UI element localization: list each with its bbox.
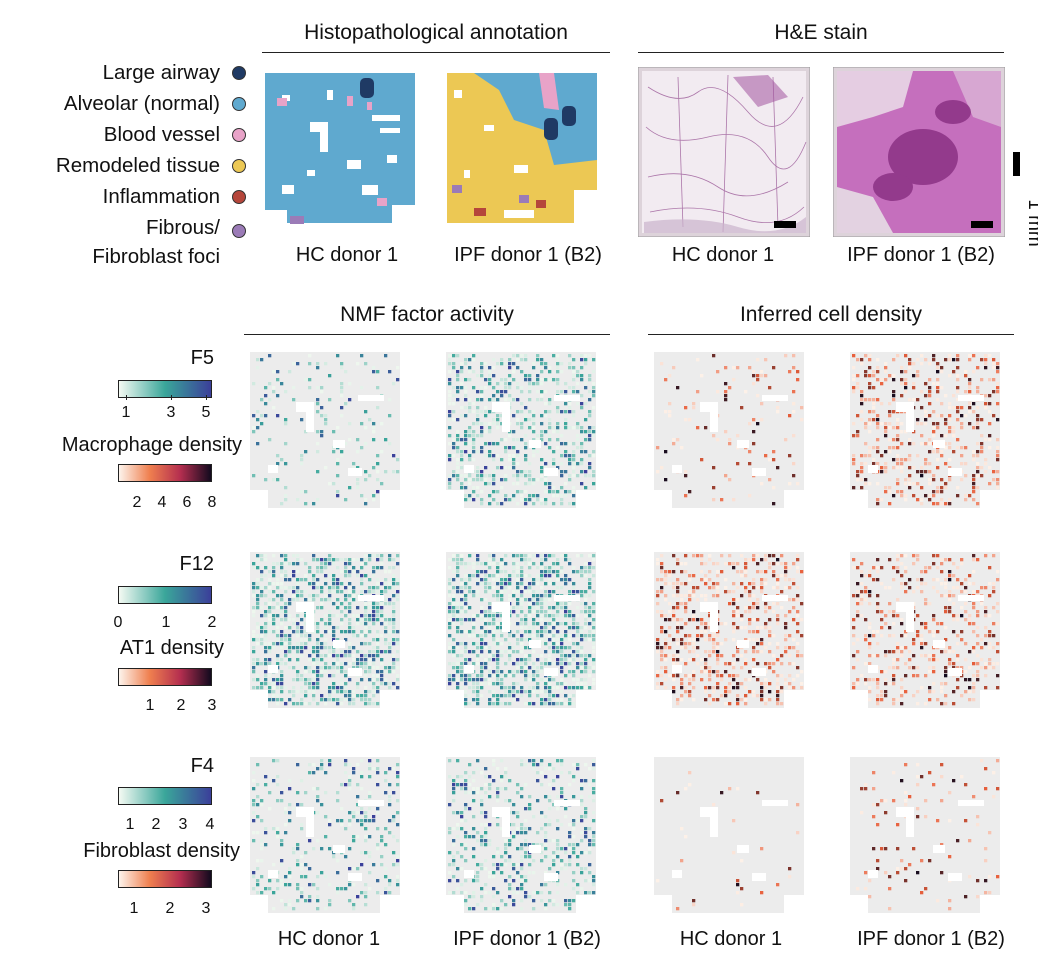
he-rule xyxy=(638,52,1004,53)
colorbar-tick: 1 xyxy=(121,404,131,421)
legend-swatch-remodeled xyxy=(232,159,246,173)
colorbar-tick: 8 xyxy=(207,494,217,511)
colorbar-tick: 2 xyxy=(207,614,217,631)
colorbar-tick: 6 xyxy=(182,494,192,511)
histo-panel-ipf xyxy=(447,73,600,226)
colorbar-tick: 4 xyxy=(157,494,167,511)
map-f5-ipf xyxy=(444,352,598,508)
colorbar-tick: 0 xyxy=(113,614,123,631)
map-f4-hc xyxy=(248,757,402,913)
histo-rule xyxy=(262,52,610,53)
colorbar-tick: 1 xyxy=(161,614,171,631)
he-panel-ipf xyxy=(833,67,1005,237)
map-fibroblast-hc xyxy=(652,757,806,913)
colorbar-gradient xyxy=(118,380,212,398)
histo-panel-hc xyxy=(262,73,418,226)
colorbar-title: F5 xyxy=(190,347,214,369)
colorbar-title: F4 xyxy=(190,755,214,777)
map-f4-ipf xyxy=(444,757,598,913)
map-f12-hc xyxy=(248,552,402,708)
colorbar-title: Macrophage density xyxy=(61,434,242,456)
legend-label-remodeled: Remodeled tissue xyxy=(55,154,220,177)
caption-bottom-ipf-2: IPF donor 1 (B2) xyxy=(857,928,1005,950)
legend-swatch-alveolar xyxy=(232,97,246,111)
caption-bottom-ipf-1: IPF donor 1 (B2) xyxy=(453,928,601,950)
map-macrophage-hc xyxy=(652,352,806,508)
colorbar-gradient xyxy=(118,870,212,888)
he-panel-hc xyxy=(638,67,810,237)
legend-swatch-fibrous xyxy=(232,224,246,238)
colorbar-tick: 2 xyxy=(165,900,175,917)
colorbar-gradient xyxy=(118,586,212,604)
legend-label-inflammation: Inflammation xyxy=(102,185,220,208)
legend-label-large-airway: Large airway xyxy=(102,61,220,84)
map-f5-hc xyxy=(248,352,402,508)
colorbar-tick: 4 xyxy=(205,816,215,833)
nmf-header: NMF factor activity xyxy=(340,303,514,326)
map-macrophage-ipf xyxy=(848,352,1002,508)
legend-label-blood-vessel: Blood vessel xyxy=(103,123,220,146)
scale-label: 1 mm xyxy=(1024,199,1038,247)
colorbar-tick: 3 xyxy=(178,816,188,833)
caption-he-hc: HC donor 1 xyxy=(671,244,775,266)
legend-swatch-blood-vessel xyxy=(232,128,246,142)
map-fibroblast-ipf xyxy=(848,757,1002,913)
density-header: Inferred cell density xyxy=(739,303,923,326)
colorbar-tick: 1 xyxy=(125,816,135,833)
colorbar-tick: 5 xyxy=(201,404,211,421)
legend-label-alveolar: Alveolar (normal) xyxy=(63,92,220,115)
caption-bottom-hc-1: HC donor 1 xyxy=(277,928,381,950)
legend-label-fibrous: Fibrous/ xyxy=(145,216,220,239)
density-rule xyxy=(648,334,1014,335)
colorbar-tick: 2 xyxy=(176,697,186,714)
legend-swatch-large-airway xyxy=(232,66,246,80)
caption-histo-hc: HC donor 1 xyxy=(295,244,399,266)
scale-bar xyxy=(1013,152,1020,176)
colorbar-title: Fibroblast density xyxy=(83,840,240,862)
colorbar-title: AT1 density xyxy=(119,637,224,659)
caption-bottom-hc-2: HC donor 1 xyxy=(679,928,783,950)
he-header: H&E stain xyxy=(774,21,868,44)
colorbar-tick: 3 xyxy=(207,697,217,714)
colorbar-tick: 1 xyxy=(145,697,155,714)
map-f12-ipf xyxy=(444,552,598,708)
colorbar-tick: 2 xyxy=(132,494,142,511)
caption-he-ipf: IPF donor 1 (B2) xyxy=(847,244,995,266)
colorbar-gradient xyxy=(118,668,212,686)
colorbar-gradient xyxy=(118,787,212,805)
map-at1-ipf xyxy=(848,552,1002,708)
colorbar-tick: 3 xyxy=(166,404,176,421)
colorbar-title: F12 xyxy=(179,553,214,575)
colorbar-tick: 3 xyxy=(201,900,211,917)
nmf-rule xyxy=(244,334,610,335)
histo-header: Histopathological annotation xyxy=(304,21,568,44)
colorbar-gradient xyxy=(118,464,212,482)
colorbar-tick: 2 xyxy=(151,816,161,833)
colorbar-tick: 1 xyxy=(129,900,139,917)
legend-label-fibroblast-foci: Fibroblast foci xyxy=(92,245,220,268)
legend-swatch-inflammation xyxy=(232,190,246,204)
map-at1-hc xyxy=(652,552,806,708)
caption-histo-ipf: IPF donor 1 (B2) xyxy=(454,244,602,266)
